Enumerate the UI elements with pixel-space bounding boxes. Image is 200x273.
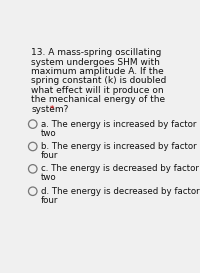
Text: two: two xyxy=(41,129,57,138)
Text: c. The energy is decreased by factor: c. The energy is decreased by factor xyxy=(41,164,199,173)
Text: four: four xyxy=(41,151,58,160)
Text: system?: system? xyxy=(31,105,69,114)
Text: the mechanical energy of the: the mechanical energy of the xyxy=(31,95,165,104)
Text: maximum amplitude A. If the: maximum amplitude A. If the xyxy=(31,67,164,76)
Text: two: two xyxy=(41,173,57,182)
Text: spring constant (k) is doubled: spring constant (k) is doubled xyxy=(31,76,167,85)
Text: a. The energy is increased by factor: a. The energy is increased by factor xyxy=(41,120,196,129)
Text: 13. A mass-spring oscillating: 13. A mass-spring oscillating xyxy=(31,48,162,57)
Text: what effect will it produce on: what effect will it produce on xyxy=(31,86,164,95)
Text: d. The energy is decreased by factor: d. The energy is decreased by factor xyxy=(41,187,200,196)
Text: b. The energy is increased by factor: b. The energy is increased by factor xyxy=(41,142,197,151)
Text: system undergoes SHM with: system undergoes SHM with xyxy=(31,58,160,67)
Text: four: four xyxy=(41,196,58,205)
Text: *: * xyxy=(47,105,54,114)
